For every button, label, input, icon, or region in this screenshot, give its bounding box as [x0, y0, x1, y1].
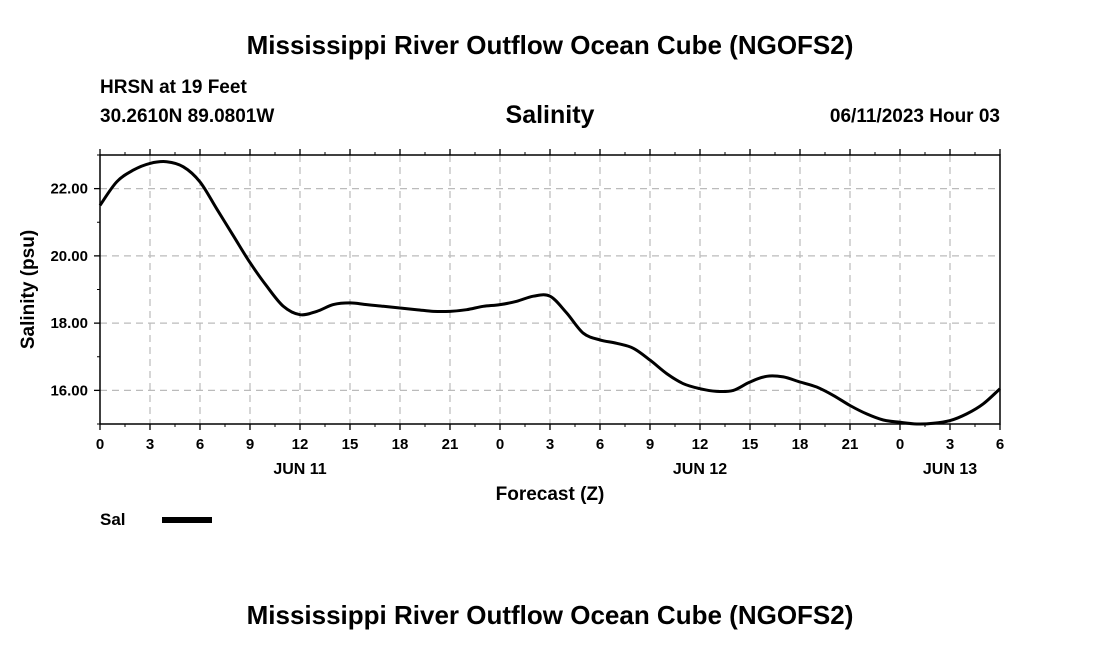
- legend-label: Sal: [100, 510, 126, 529]
- date-label: JUN 12: [673, 461, 727, 478]
- figure-title: Mississippi River Outflow Ocean Cube (NG…: [246, 30, 854, 60]
- axes: [94, 149, 1001, 430]
- x-tick-label: 0: [496, 436, 504, 453]
- tick-labels: 0 3 6 9 12 15 18 21 0 3 6 9 12 15 18 21 0 3 6 16.00 18.00 20.…: [18, 181, 1004, 505]
- coordinates-label: 30.2610N 89.0801W: [100, 106, 275, 127]
- x-tick-label: 0: [896, 436, 904, 453]
- x-tick-label: 6: [596, 436, 604, 453]
- x-tick-label: 6: [196, 436, 204, 453]
- salinity-series-line: [98, 160, 1002, 426]
- x-tick-label: 15: [342, 436, 359, 453]
- x-tick-label: 12: [292, 436, 309, 453]
- station-label: HRSN at 19 Feet: [100, 77, 247, 98]
- x-tick-label: 15: [742, 436, 759, 453]
- x-axis-title: Forecast (Z): [496, 484, 605, 505]
- x-tick-label: 3: [146, 436, 154, 453]
- chart-subtitle: Salinity: [505, 101, 595, 129]
- y-tick-label: 20.00: [50, 248, 88, 265]
- x-tick-label: 18: [392, 436, 409, 453]
- plot-frame: [99, 154, 1001, 425]
- date-label: JUN 11: [273, 461, 326, 478]
- x-tick-label: 12: [692, 436, 709, 453]
- x-tick-label: 21: [442, 436, 459, 453]
- x-tick-label: 6: [996, 436, 1004, 453]
- x-tick-label: 9: [246, 436, 254, 453]
- x-tick-label: 3: [546, 436, 554, 453]
- grid-lines: [100, 155, 1000, 424]
- x-tick-label: 9: [646, 436, 654, 453]
- x-tick-label: 21: [842, 436, 859, 453]
- legend-swatch: [162, 517, 212, 523]
- figure-title-repeat: Mississippi River Outflow Ocean Cube (NG…: [246, 600, 854, 630]
- y-tick-label: 22.00: [50, 181, 88, 198]
- forecast-datetime: 06/11/2023 Hour 03: [829, 106, 1000, 127]
- x-tick-label: 0: [96, 436, 104, 453]
- y-tick-label: 16.00: [50, 382, 88, 399]
- x-tick-label: 18: [792, 436, 809, 453]
- x-tick-label: 3: [946, 436, 954, 453]
- date-label: JUN 13: [923, 461, 977, 478]
- y-tick-label: 18.00: [50, 315, 88, 332]
- y-axis-title: Salinity (psu): [18, 230, 39, 349]
- series-layer: [98, 160, 1002, 426]
